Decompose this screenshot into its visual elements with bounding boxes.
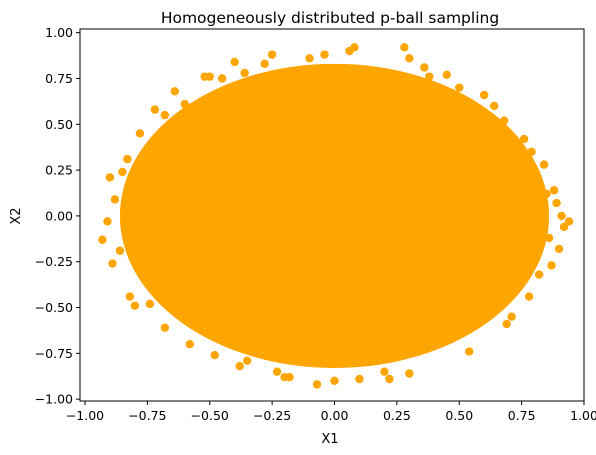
point-cloud	[119, 63, 550, 369]
scatter-point	[385, 374, 394, 384]
scatter-point	[547, 261, 556, 270]
x-tick-label: −0.25	[253, 408, 291, 423]
y-tick-label: −0.75	[35, 346, 73, 361]
scatter-point	[479, 90, 489, 100]
scatter-point	[542, 189, 551, 199]
scatter-point	[160, 323, 170, 332]
scatter-point	[489, 101, 499, 111]
scatter-point	[272, 367, 282, 376]
x-tick-label: 0.25	[383, 408, 411, 423]
y-tick-label: −0.50	[35, 300, 73, 315]
scatter-point	[524, 292, 534, 301]
chart-title: Homogeneously distributed p-ball samplin…	[161, 9, 499, 27]
scatter-point	[507, 312, 516, 321]
scatter-point	[534, 270, 544, 279]
scatter-point	[499, 116, 509, 125]
scatter-point	[455, 83, 464, 92]
x-tick-label: −1.00	[66, 408, 104, 423]
x-tick-label: −0.75	[128, 408, 166, 423]
scatter-point	[305, 54, 314, 63]
scatter-point	[549, 186, 559, 195]
scatter-point	[320, 50, 329, 59]
scatter-point	[135, 129, 145, 138]
scatter-point	[502, 319, 511, 329]
scatter-point	[564, 217, 574, 226]
scatter-point	[405, 54, 414, 63]
scatter-point	[98, 235, 107, 244]
y-tick-label: 0.25	[45, 163, 73, 178]
x-tick-label: 0.75	[508, 408, 536, 423]
scatter-point	[355, 374, 364, 384]
scatter-point	[170, 87, 180, 96]
x-tick-label: 0.50	[445, 408, 473, 423]
scatter-point	[145, 299, 155, 309]
x-axis: −1.00 −0.75 −0.50 −0.25 0.00 0.25 0.50 0.75 1.00	[66, 401, 596, 423]
scatter-point	[267, 50, 277, 59]
scatter-point	[205, 72, 214, 81]
scatter-point	[160, 110, 170, 120]
scatter-point	[240, 68, 249, 78]
scatter-point	[420, 63, 429, 72]
y-tick-label: −0.25	[35, 254, 73, 269]
plot-frame	[79, 28, 585, 402]
scatter-point	[285, 372, 294, 382]
scatter-point	[115, 246, 125, 255]
scatter-point	[118, 167, 127, 177]
x-axis-label: X1	[321, 432, 338, 447]
scatter-point	[527, 147, 536, 156]
scatter-point	[150, 105, 160, 114]
scatter-point	[105, 173, 115, 182]
y-tick-label: 0.75	[45, 71, 73, 86]
scatter-point	[400, 43, 409, 52]
y-tick-label: 0.50	[45, 117, 73, 132]
scatter-point	[103, 217, 112, 226]
scatter-point	[110, 195, 120, 204]
y-tick-label: 1.00	[45, 25, 73, 40]
scatter-point	[108, 259, 117, 268]
scatter-point	[539, 160, 549, 169]
scatter-point	[218, 74, 227, 83]
scatter-point	[425, 72, 434, 81]
scatter-point	[350, 43, 359, 52]
scatter-point	[519, 134, 529, 144]
scatter-point	[552, 198, 561, 208]
scatter-point	[185, 339, 194, 349]
scatter-point	[559, 222, 569, 232]
x-tick-label: 0.00	[321, 408, 349, 423]
scatter-point	[130, 301, 140, 310]
scatter-point	[380, 367, 389, 376]
scatter-point	[312, 380, 322, 389]
scatter-point	[465, 347, 474, 356]
x-tick-label: 1.00	[570, 408, 596, 423]
scatter-point	[557, 211, 566, 221]
scatter-points	[98, 43, 574, 389]
scatter-point	[125, 292, 135, 301]
scatter-point	[123, 154, 132, 164]
x-tick-label: −0.50	[191, 408, 229, 423]
y-tick-label: −1.00	[35, 392, 73, 407]
y-tick-label: 0.00	[45, 208, 73, 223]
scatter-point	[235, 361, 244, 371]
scatter-point	[260, 59, 269, 69]
scatter-point	[554, 244, 564, 254]
scatter-point	[230, 57, 239, 67]
scatter-point	[405, 369, 414, 378]
y-axis: −1.00 −0.75 −0.50 −0.25 0.00 0.25 0.50 0.75 1.00	[35, 25, 80, 407]
scatter-point	[442, 70, 451, 80]
scatter-point	[210, 350, 219, 360]
scatter-point	[180, 99, 189, 109]
y-axis-label: X2	[9, 207, 24, 224]
scatter-point	[242, 356, 252, 365]
scatter-point	[330, 376, 339, 386]
scatter-point	[544, 233, 554, 243]
dense-sample-region	[119, 63, 550, 369]
